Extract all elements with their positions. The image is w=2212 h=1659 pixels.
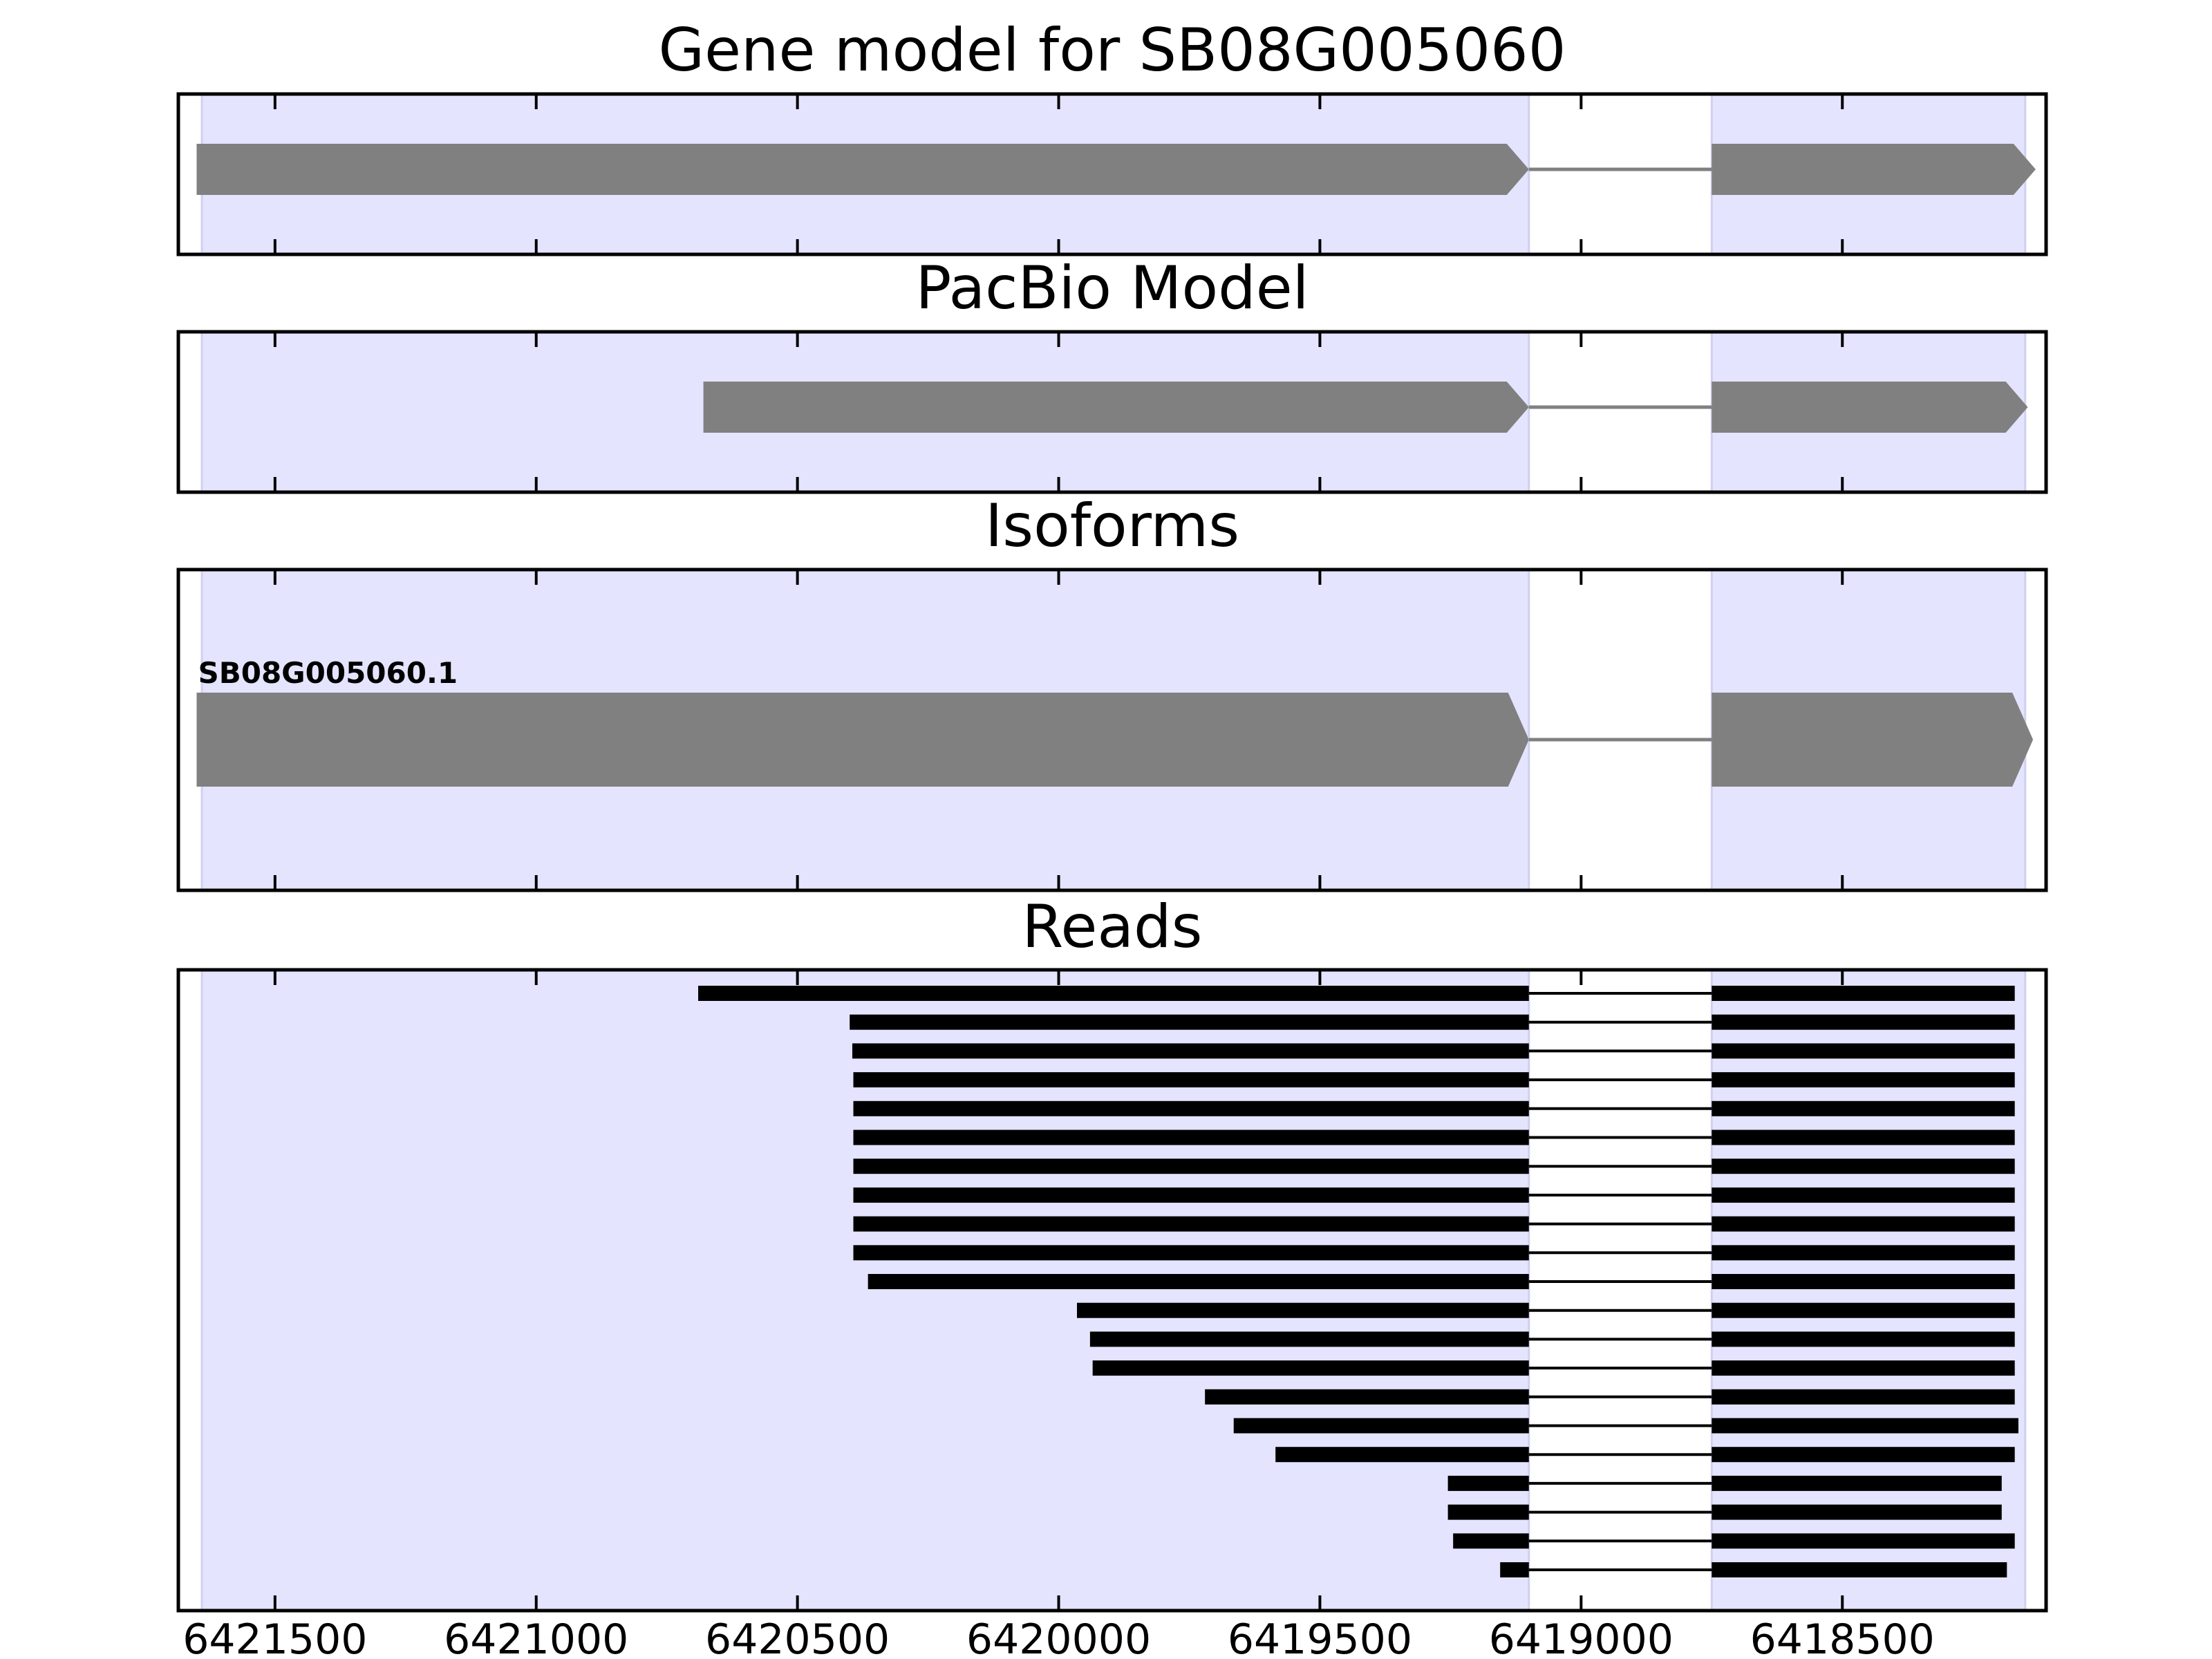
read-10-exon-2 (1712, 1245, 2015, 1261)
read-1-exon-2 (1712, 986, 2015, 1001)
pacbio-model-exon-1 (703, 382, 1529, 433)
read-8-exon-1 (853, 1187, 1529, 1203)
read-2-exon-1 (850, 1014, 1529, 1030)
read-15-exon-2 (1712, 1389, 2015, 1405)
read-7-exon-2 (1712, 1159, 2015, 1174)
read-19-exon-2 (1712, 1504, 2002, 1520)
read-3-exon-2 (1712, 1043, 2015, 1059)
reads-panel-frame (176, 968, 2048, 1613)
read-13-exon-2 (1712, 1331, 2015, 1347)
isoform-label: SB08G005060.1 (198, 656, 458, 690)
pacbio-model-panel-frame (176, 330, 2048, 494)
read-9-exon-1 (853, 1216, 1529, 1232)
read-11-exon-2 (1712, 1274, 2015, 1289)
x-tick-label-4: 6420000 (966, 1615, 1151, 1659)
read-15-exon-1 (1205, 1389, 1529, 1405)
read-16-exon-2 (1712, 1418, 2018, 1434)
isoforms-exon-1 (196, 693, 1529, 787)
read-14-exon-1 (1092, 1360, 1529, 1376)
read-12-exon-2 (1712, 1302, 2015, 1318)
read-16-exon-1 (1233, 1418, 1529, 1434)
read-3-exon-1 (852, 1043, 1529, 1059)
x-tick-label-5: 6419500 (1228, 1615, 1412, 1659)
read-20-exon-1 (1453, 1533, 1529, 1549)
read-9-exon-2 (1712, 1216, 2015, 1232)
read-4-exon-1 (853, 1072, 1529, 1088)
pacbio-model-panel-title: PacBio Model (915, 254, 1309, 323)
read-12-exon-1 (1076, 1302, 1529, 1318)
read-6-exon-2 (1712, 1130, 2015, 1145)
gene-model-panel-title: Gene model for SB08G005060 (659, 16, 1566, 85)
read-13-exon-1 (1089, 1331, 1529, 1347)
read-6-exon-1 (853, 1130, 1529, 1145)
read-1-exon-1 (698, 986, 1529, 1001)
gene-model-exon-1 (196, 144, 1529, 195)
x-tick-label-7: 6418500 (1750, 1615, 1935, 1659)
isoforms-panel-frame (176, 568, 2048, 892)
read-20-exon-2 (1712, 1533, 2015, 1549)
read-18-exon-1 (1447, 1475, 1529, 1491)
read-18-exon-2 (1712, 1475, 2002, 1491)
reads-shaded-region-1 (200, 968, 1530, 1612)
read-8-exon-2 (1712, 1187, 2015, 1203)
x-tick-label-2: 6421000 (444, 1615, 628, 1659)
read-10-exon-1 (853, 1245, 1529, 1261)
read-5-exon-1 (853, 1100, 1529, 1116)
pacbio-model-exon-2 (1712, 382, 2028, 433)
gene-model-exon-2 (1712, 144, 2036, 195)
gene-model-panel-frame (176, 92, 2048, 256)
read-21-exon-1 (1500, 1562, 1529, 1577)
read-17-exon-2 (1712, 1447, 2015, 1463)
isoforms-panel-title: Isoforms (985, 491, 1239, 561)
read-11-exon-1 (868, 1274, 1529, 1289)
read-17-exon-1 (1275, 1447, 1529, 1463)
read-4-exon-2 (1712, 1072, 2015, 1088)
read-14-exon-2 (1712, 1360, 2015, 1376)
x-tick-label-1: 6421500 (182, 1615, 367, 1659)
read-5-exon-2 (1712, 1100, 2015, 1116)
reads-panel-title: Reads (1022, 892, 1203, 962)
read-19-exon-1 (1447, 1504, 1529, 1520)
isoforms-exon-2 (1712, 693, 2034, 787)
read-7-exon-1 (853, 1159, 1529, 1174)
read-2-exon-2 (1712, 1014, 2015, 1030)
x-tick-label-6: 6419000 (1489, 1615, 1674, 1659)
read-21-exon-2 (1712, 1562, 2007, 1577)
x-tick-label-3: 6420500 (705, 1615, 890, 1659)
